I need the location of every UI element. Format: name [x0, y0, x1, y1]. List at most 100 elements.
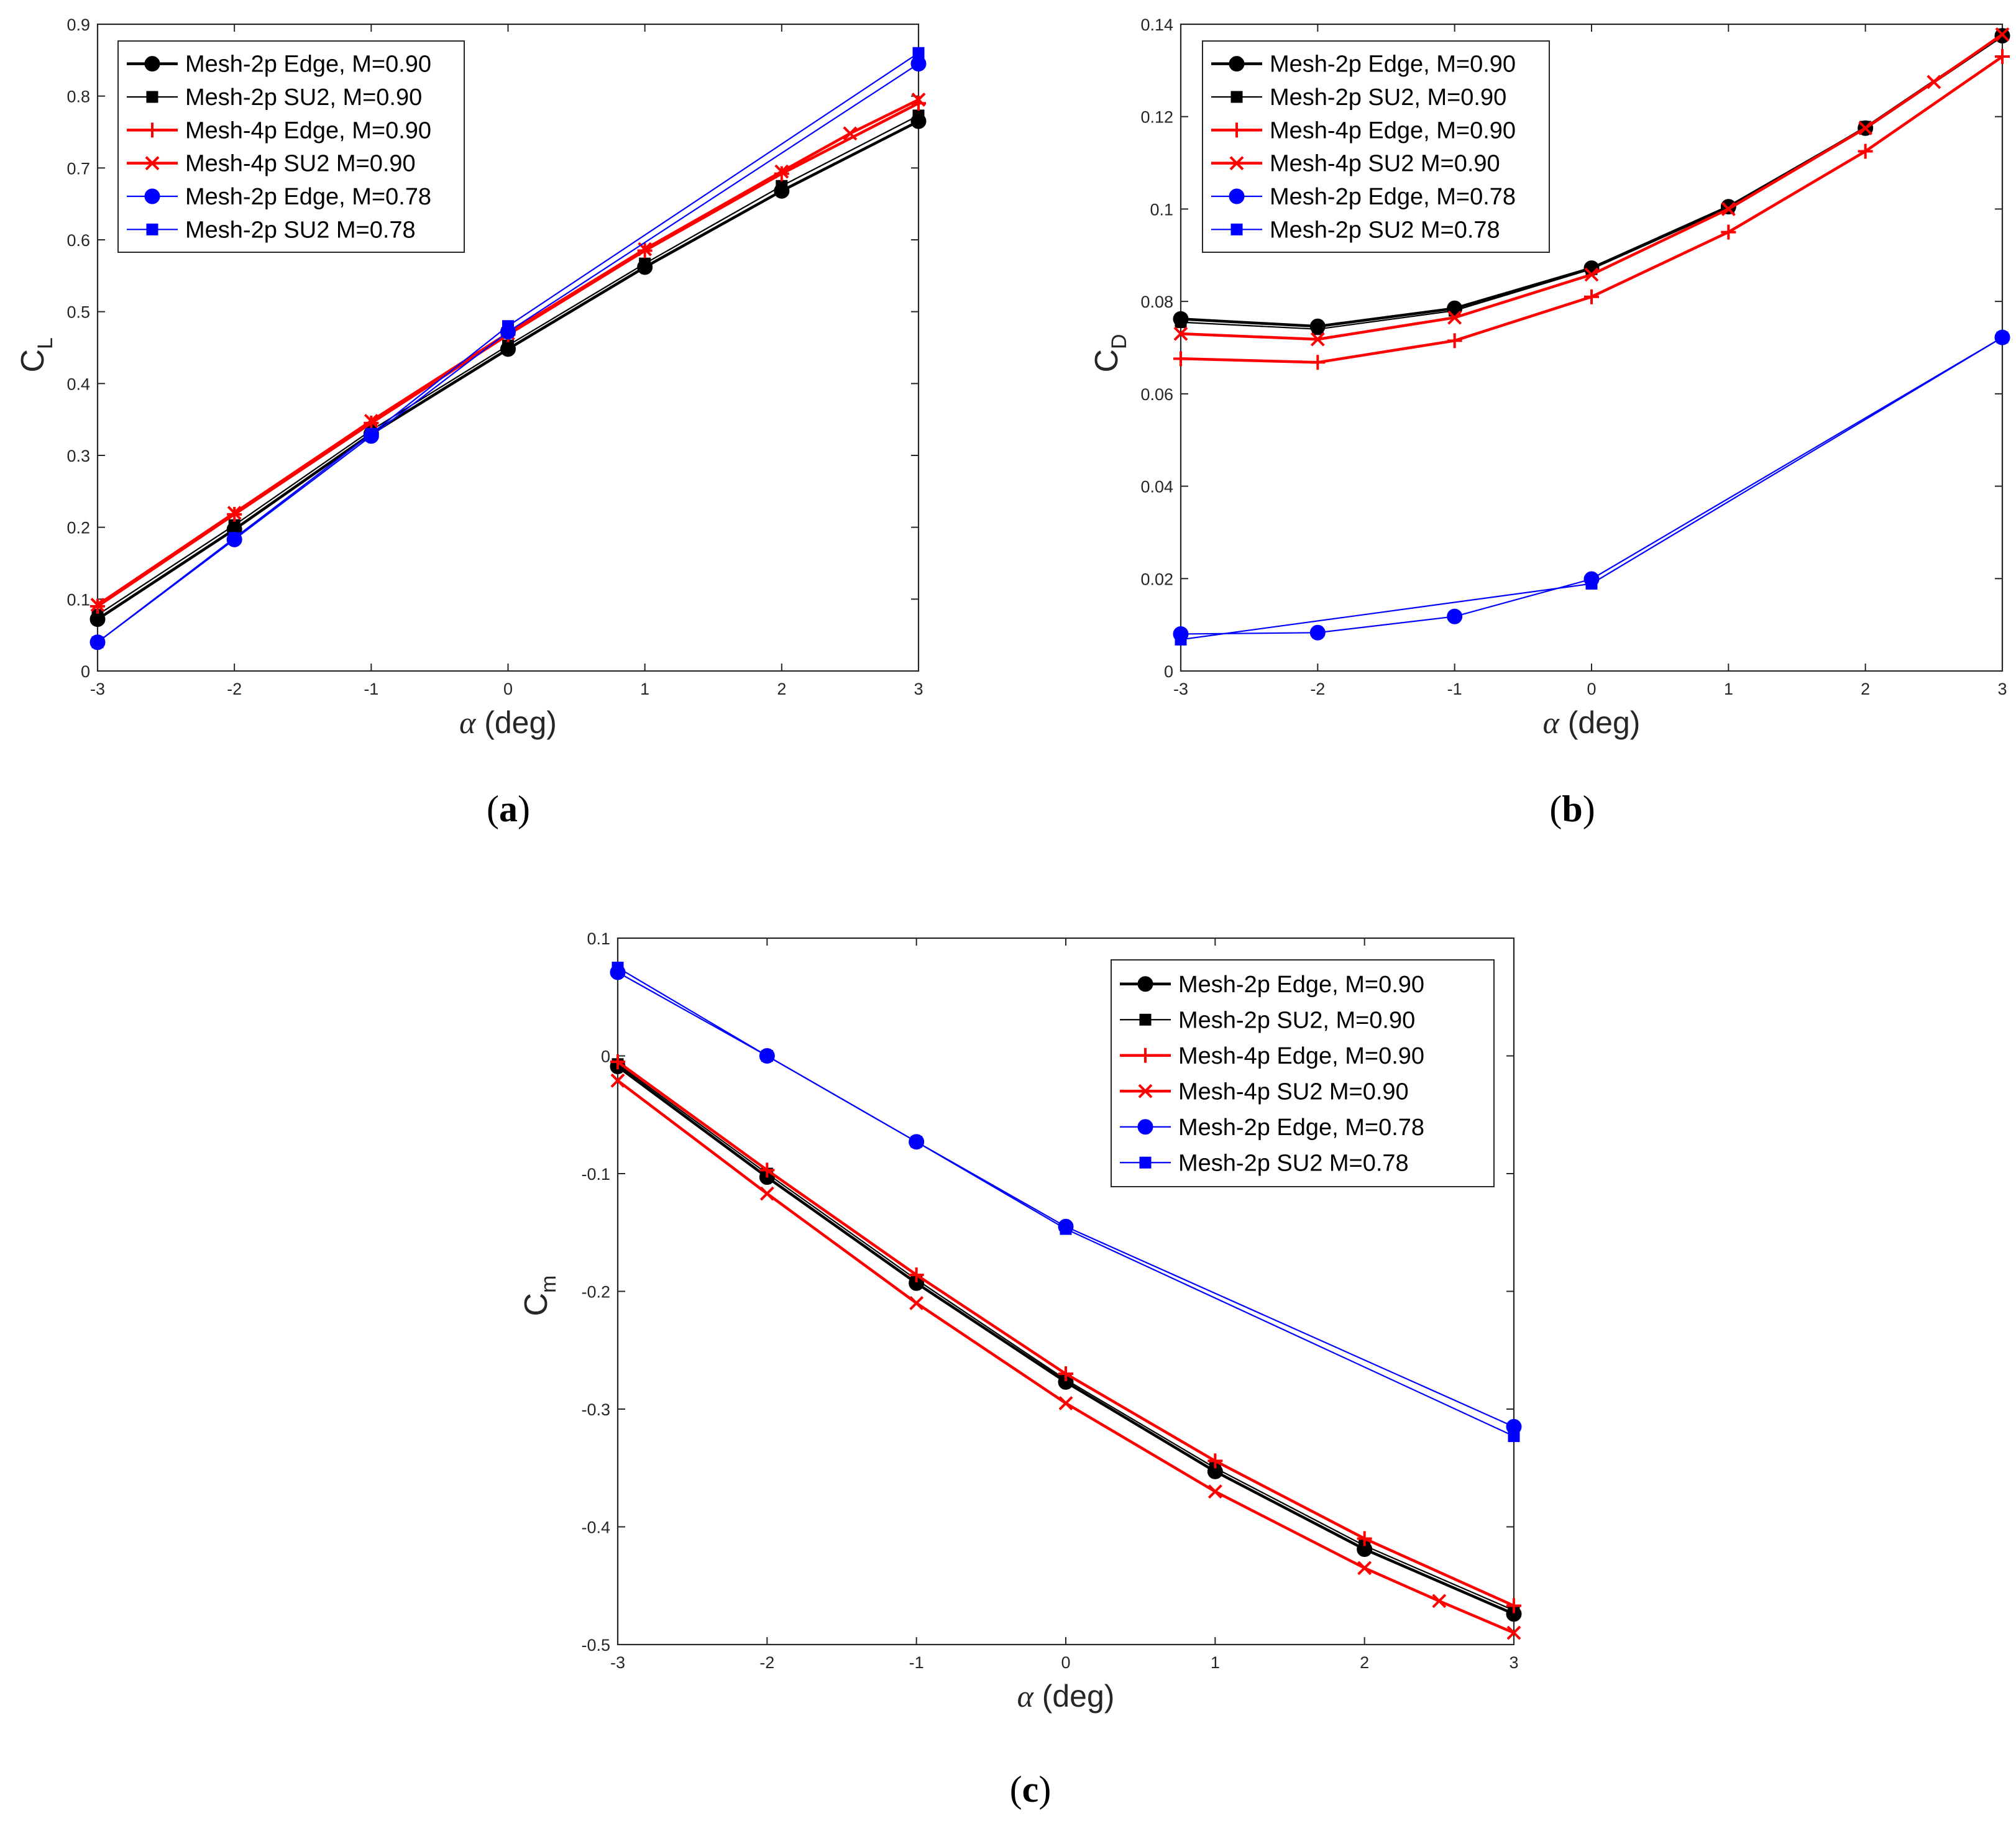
- y-tick-label: 0.6: [66, 231, 90, 250]
- data-point-s5-p1: [761, 1050, 773, 1062]
- x-tick-label: 1: [1724, 680, 1733, 698]
- legend-entry-5: Mesh-2p SU2 M=0.78: [1178, 1150, 1409, 1176]
- series-line-3: [1180, 33, 2004, 341]
- legend-marker-5: [1230, 223, 1243, 235]
- legend-marker-3: [145, 156, 160, 171]
- panel-label-c: (c): [1010, 1769, 1052, 1810]
- data-point-s2-p3: [1584, 289, 1599, 304]
- legend-entry-4: Mesh-2p Edge, M=0.78: [1270, 184, 1516, 210]
- legend-entry-3: Mesh-4p SU2 M=0.90: [185, 151, 416, 177]
- legend-marker-3: [1138, 1084, 1153, 1098]
- y-tick-label: 0.4: [66, 375, 90, 393]
- y-tick-label: 0.1: [587, 929, 610, 948]
- legend-entry-4: Mesh-2p Edge, M=0.78: [1178, 1115, 1424, 1141]
- data-point-s2-p1: [1310, 355, 1326, 370]
- y-tick-label: 0.02: [1140, 570, 1173, 588]
- x-tick-label: 1: [640, 680, 649, 698]
- legend-marker-0: [1229, 56, 1245, 72]
- legend-marker-3: [1229, 156, 1244, 171]
- legend-entry-0: Mesh-2p Edge, M=0.90: [1178, 972, 1424, 998]
- x-tick-label: 2: [1360, 1653, 1369, 1672]
- data-point-s1-p6: [912, 109, 925, 122]
- x-axis-label-a: α (deg): [459, 705, 557, 740]
- data-point-s2-p1: [759, 1162, 775, 1178]
- legend-entry-3: Mesh-4p SU2 M=0.90: [1178, 1079, 1409, 1105]
- data-point-s3-p6: [1432, 1594, 1447, 1609]
- y-tick-label: 0.14: [1140, 16, 1173, 34]
- data-point-s5-p4: [1508, 1430, 1520, 1443]
- legend-marker-0: [144, 56, 160, 72]
- x-tick-label: -2: [759, 1653, 774, 1672]
- data-point-s2-p4: [1721, 224, 1736, 240]
- data-point-s5-p0: [1175, 633, 1187, 646]
- data-point-s4-p1: [1309, 624, 1326, 641]
- data-point-s3-p7: [1995, 27, 2010, 42]
- y-axis-label-c: Cm: [518, 1276, 561, 1317]
- data-point-s5-p0: [612, 961, 624, 974]
- legend-marker-2: [1229, 122, 1244, 138]
- data-point-s3-p1: [227, 506, 242, 520]
- data-point-s2-p6: [1995, 49, 2010, 65]
- x-tick-label: 1: [1211, 1653, 1220, 1672]
- y-axis-label-b: CD: [1089, 334, 1131, 372]
- chart-panel-b: -3 -2 -1 0 1 2 3 0 0.02 0.04 0.06 0.08 0.1 0.12 0.14 M…: [1089, 16, 2010, 829]
- data-point-s2-p5: [1858, 144, 1873, 159]
- legend-marker-4: [144, 188, 160, 204]
- legend-marker-4: [1229, 188, 1245, 204]
- x-tick-label: 3: [914, 680, 923, 698]
- y-tick-label: 0.12: [1140, 108, 1173, 127]
- axis-ticks-a: -3 -2 -1 0 1 2 3 0 0.1 0.2 0.3 0.4 0.5 0.6 0.7 0.8 0.9: [66, 16, 923, 698]
- data-point-s3-p5: [1357, 1561, 1372, 1576]
- data-point-s3-p0: [610, 1073, 625, 1088]
- legend-entry-1: Mesh-2p SU2, M=0.90: [1270, 84, 1506, 111]
- y-tick-label: 0.08: [1140, 293, 1173, 311]
- legend-a: Mesh-2p Edge, M=0.90 Mesh-2p SU2, M=0.90 M…: [117, 40, 465, 253]
- y-tick-label: -0.5: [581, 1636, 610, 1654]
- data-point-s3-p6: [843, 126, 858, 141]
- x-tick-label: 0: [1587, 680, 1596, 698]
- legend-marker-4: [1137, 1119, 1153, 1135]
- y-tick-label: 0.06: [1140, 385, 1173, 404]
- data-point-s3-p7: [1506, 1625, 1521, 1640]
- y-tick-label: 0: [1164, 662, 1173, 681]
- panel-label-b: (b): [1549, 788, 1595, 829]
- data-point-s2-p0: [610, 1054, 625, 1069]
- x-tick-label: 3: [1997, 680, 2007, 698]
- x-tick-label: 2: [777, 680, 786, 698]
- legend-entry-4: Mesh-2p Edge, M=0.78: [185, 184, 431, 210]
- data-point-s2-p4: [1207, 1453, 1223, 1469]
- legend-entry-2: Mesh-4p Edge, M=0.90: [185, 117, 431, 144]
- legend-entry-2: Mesh-4p Edge, M=0.90: [1178, 1043, 1424, 1069]
- y-tick-label: 0: [601, 1047, 610, 1066]
- legend-box-b: [1202, 40, 1550, 253]
- data-point-s1-p5: [776, 180, 788, 192]
- y-tick-label: -0.1: [581, 1165, 610, 1184]
- legend-marker-1: [1139, 1013, 1152, 1026]
- legend-marker-1: [1230, 91, 1243, 103]
- data-point-s5-p4: [912, 47, 925, 59]
- axis-ticks-c: -3 -2 -1 0 1 2 3 -0.5 -0.4 -0.3 -0.2 -0.1 0 0.1: [581, 929, 1518, 1672]
- y-tick-label: -0.4: [581, 1518, 610, 1537]
- data-point-s1-p0: [1175, 316, 1187, 329]
- legend-entry-5: Mesh-2p SU2 M=0.78: [185, 217, 416, 243]
- data-point-s3-p6: [1927, 75, 1941, 89]
- y-tick-label: -0.2: [581, 1283, 610, 1302]
- data-point-s3-p4: [1721, 202, 1736, 216]
- data-point-s5-p1: [1585, 577, 1598, 590]
- data-point-s5-p3: [502, 320, 514, 332]
- legend-entry-0: Mesh-2p Edge, M=0.90: [1270, 52, 1516, 78]
- y-tick-label: 0.7: [66, 159, 90, 178]
- data-point-s3-p5: [1858, 121, 1873, 135]
- data-point-s1-p4: [639, 257, 651, 270]
- x-tick-label: -1: [364, 680, 378, 698]
- legend-marker-1: [146, 91, 158, 103]
- data-point-s3-p4: [1207, 1484, 1222, 1499]
- legend-entry-2: Mesh-4p Edge, M=0.90: [1270, 117, 1516, 144]
- x-tick-label: -2: [1310, 680, 1325, 698]
- x-tick-label: -3: [1173, 680, 1188, 698]
- x-tick-label: -1: [1447, 680, 1462, 698]
- axis-ticks-b: -3 -2 -1 0 1 2 3 0 0.02 0.04 0.06 0.08 0.1 0.12 0.14: [1140, 16, 2007, 698]
- chart-panel-c: -3 -2 -1 0 1 2 3 -0.5 -0.4 -0.3 -0.2 -0.1 0 0.1 Mesh-…: [518, 929, 1522, 1810]
- y-tick-label: 0.3: [66, 447, 90, 465]
